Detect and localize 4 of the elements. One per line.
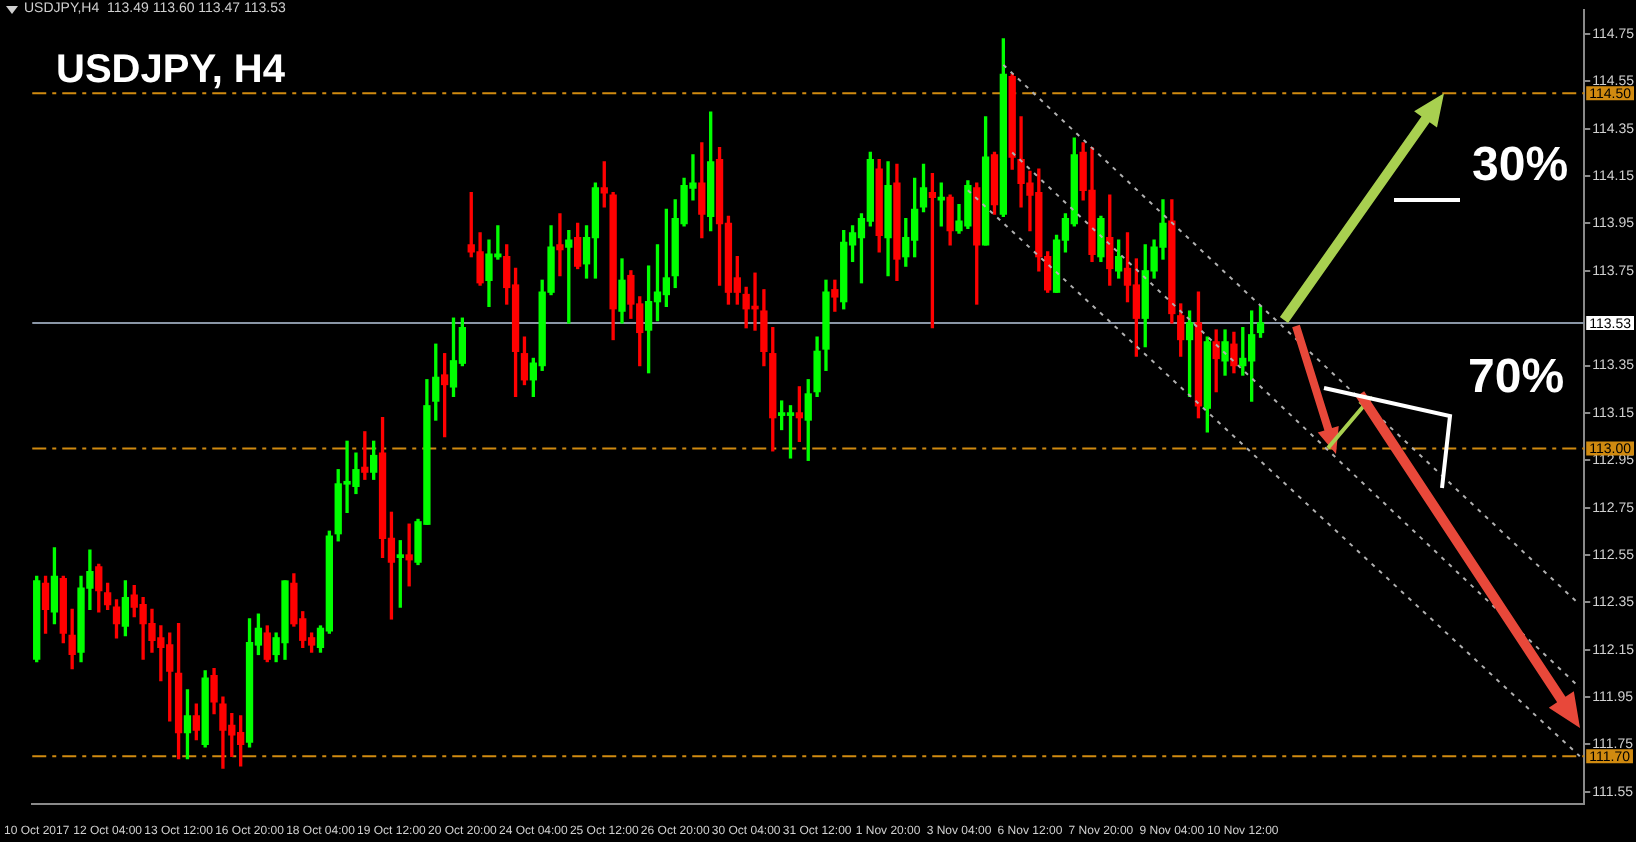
text: USDJPY, H4 (56, 48, 285, 94)
annotation: 30% (1472, 138, 1569, 194)
candlestick (556, 213, 564, 277)
annotation: 70% (1468, 350, 1565, 406)
